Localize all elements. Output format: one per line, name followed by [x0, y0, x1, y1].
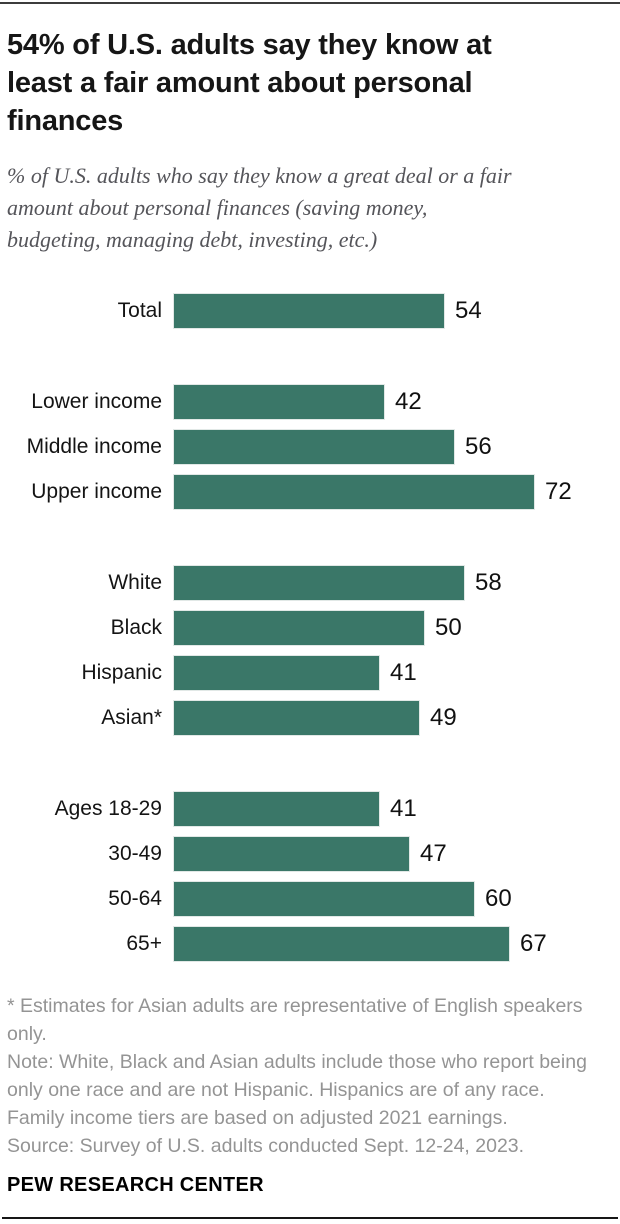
category-label: Total: [117, 299, 162, 322]
value-label: 41: [390, 659, 417, 686]
value-label: 54: [455, 297, 482, 324]
bar-group-total: Total 54: [0, 294, 620, 328]
bar-row: Lower income 42: [0, 385, 620, 419]
bar: [174, 294, 444, 328]
bar: [174, 882, 474, 916]
bar-group-income: Lower income 42 Middle income 56 Upper incom…: [0, 385, 620, 509]
value-label: 50: [435, 614, 462, 641]
bar-row: Upper income 72: [0, 475, 620, 509]
value-label: 58: [475, 569, 502, 596]
bar: [174, 566, 464, 600]
value-label: 42: [395, 388, 422, 415]
bar-row: White 58: [0, 566, 620, 600]
top-divider: [0, 2, 620, 4]
chart-subtitle: % of U.S. adults who say they know a gre…: [7, 163, 512, 252]
category-label: Asian*: [101, 706, 162, 729]
value-label: 56: [465, 433, 492, 460]
bar: [174, 656, 379, 690]
bar: [174, 701, 419, 735]
bar-row: Ages 18-29 41: [0, 792, 620, 826]
bar-group-race-ethnicity: White 58 Black 50 Hispanic 41 Asian* 49: [0, 566, 620, 735]
bar: [174, 475, 534, 509]
brand-pew-research-center: PEW RESEARCH CENTER: [7, 1174, 264, 1196]
bar-row: 65+ 67: [0, 927, 620, 961]
bar: [174, 611, 424, 645]
bottom-divider: [2, 1217, 618, 1219]
category-label: 30-49: [108, 842, 162, 865]
value-label: 67: [520, 930, 547, 957]
value-label: 47: [420, 840, 447, 867]
horizontal-bar-chart: Total 54 Lower income 42 Middle income 56 Uppe…: [0, 294, 620, 961]
bar-row: 30-49 47: [0, 837, 620, 871]
bar-row: Black 50: [0, 611, 620, 645]
category-label: Lower income: [31, 390, 162, 413]
category-label: Middle income: [26, 435, 162, 458]
value-label: 60: [485, 885, 512, 912]
bar-row: Total 54: [0, 294, 620, 328]
value-label: 49: [430, 704, 457, 731]
category-label: Ages 18-29: [54, 797, 162, 820]
methodology-note: Note: White, Black and Asian adults incl…: [7, 1051, 587, 1129]
bar-group-age: Ages 18-29 41 30-49 47 50-64 60 65+ 67: [0, 792, 620, 961]
bar-row: Asian* 49: [0, 701, 620, 735]
chart-notes: * Estimates for Asian adults are represe…: [7, 992, 607, 1160]
category-label: Upper income: [31, 480, 162, 503]
bar: [174, 792, 379, 826]
bar: [174, 837, 409, 871]
bar: [174, 927, 509, 961]
source-note: Source: Survey of U.S. adults conducted …: [7, 1135, 525, 1157]
bar-row: Middle income 56: [0, 430, 620, 464]
category-label: White: [108, 571, 162, 594]
bar-row: Hispanic 41: [0, 656, 620, 690]
bar: [174, 385, 384, 419]
category-label: Hispanic: [81, 661, 162, 684]
chart-title: 54% of U.S. adults say they know at leas…: [7, 29, 492, 137]
category-label: 50-64: [108, 887, 162, 910]
value-label: 41: [390, 795, 417, 822]
bar-row: 50-64 60: [0, 882, 620, 916]
category-label: Black: [110, 616, 162, 639]
value-label: 72: [545, 478, 572, 505]
category-label: 65+: [126, 932, 162, 955]
bar: [174, 430, 454, 464]
asterisk-note: * Estimates for Asian adults are represe…: [7, 995, 583, 1045]
